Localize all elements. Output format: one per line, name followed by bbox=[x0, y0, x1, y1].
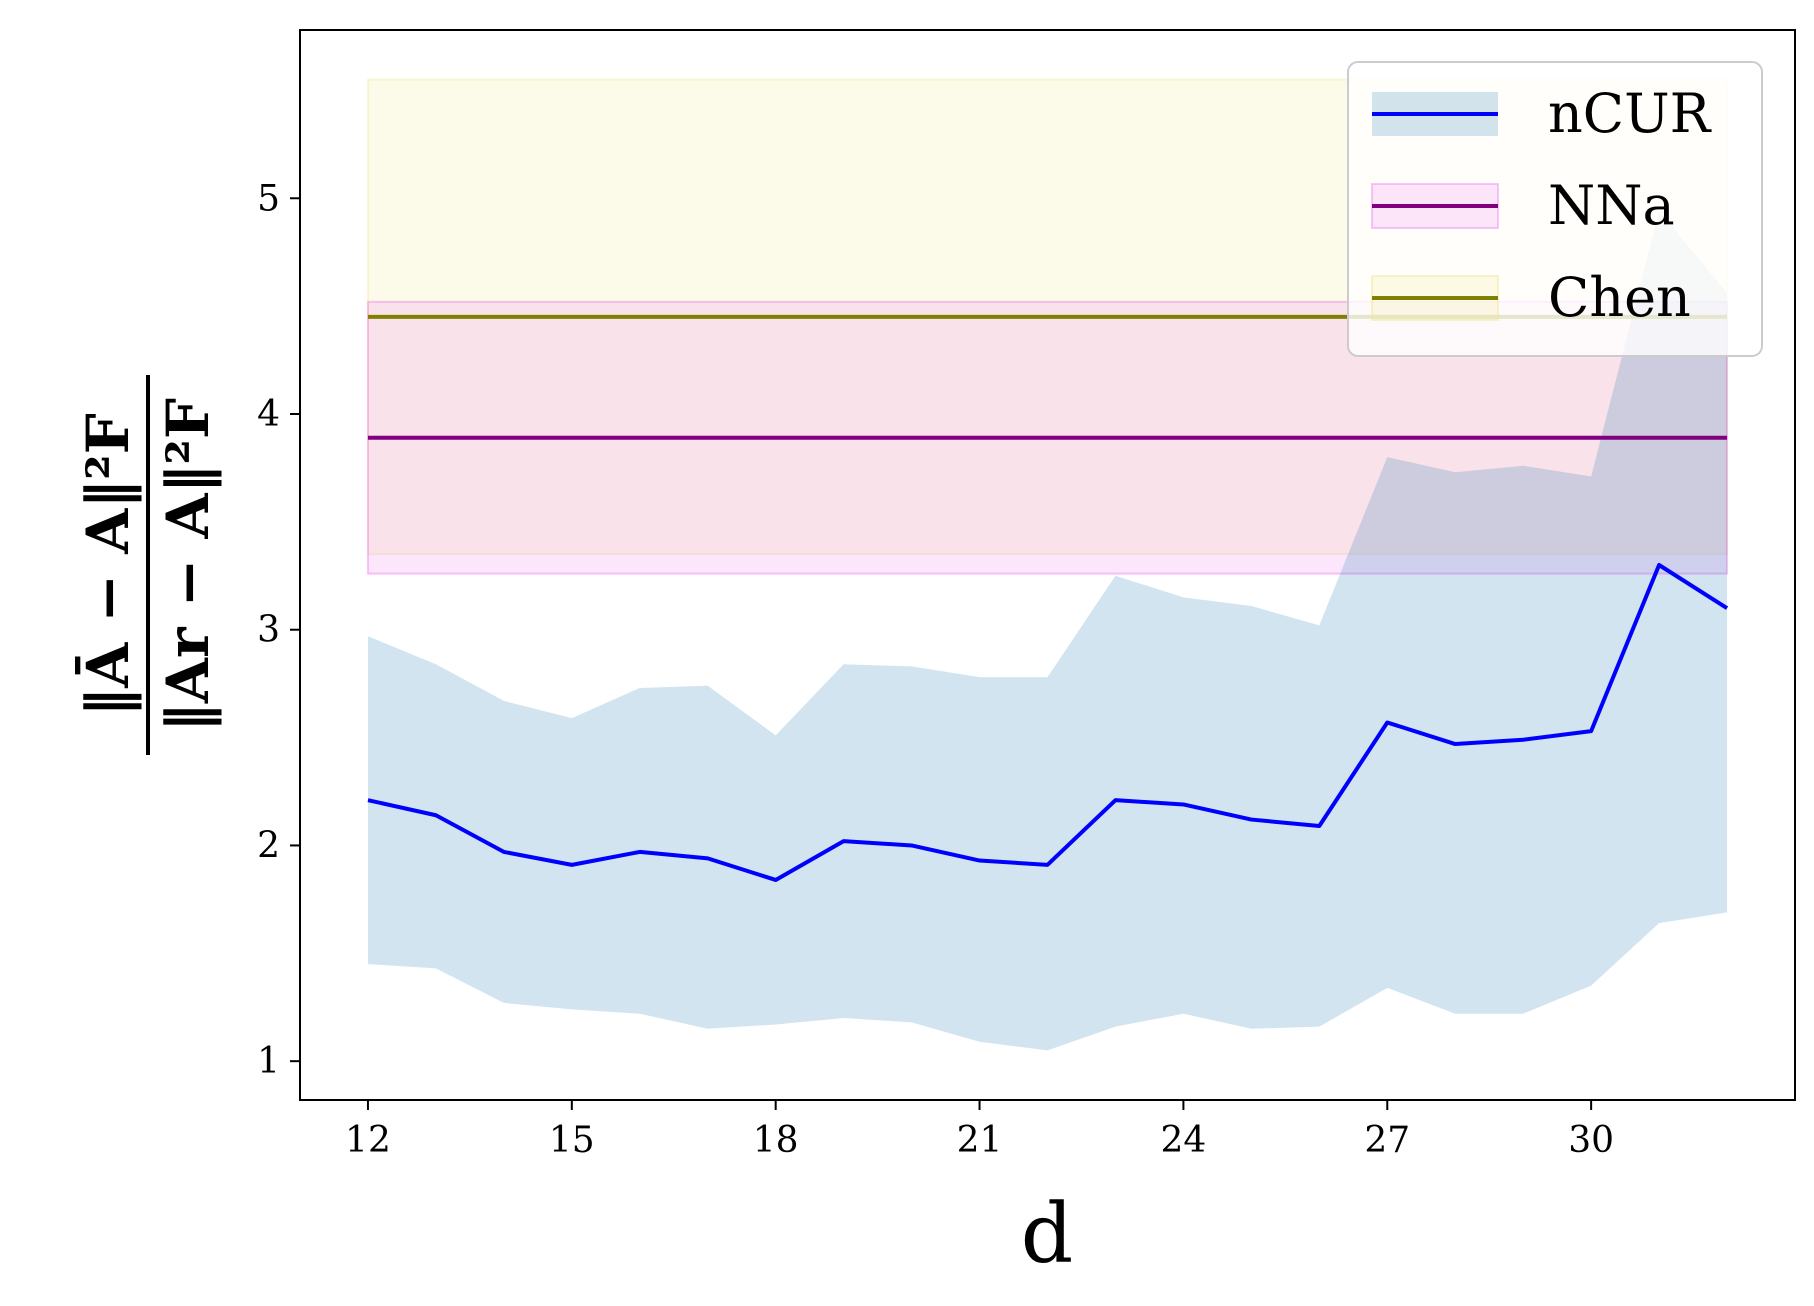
x-tick-label: 15 bbox=[549, 1120, 595, 1161]
x-tick-label: 27 bbox=[1364, 1120, 1410, 1161]
legend-entry-ncur: nCUR bbox=[1372, 82, 1712, 145]
legend-label-chen: Chen bbox=[1548, 266, 1691, 329]
y-tick-label: 5 bbox=[257, 178, 280, 219]
legend-label-nna: NNa bbox=[1548, 174, 1675, 237]
ncur-line bbox=[367, 563, 1729, 882]
y-axis-label-denominator: ‖Ar − A‖²F bbox=[154, 398, 222, 732]
ncur-band bbox=[367, 211, 1728, 1051]
x-tick-label: 24 bbox=[1161, 1120, 1207, 1161]
x-tick-label: 21 bbox=[957, 1120, 1003, 1161]
y-tick-label: 2 bbox=[257, 825, 280, 866]
x-tick-label: 18 bbox=[753, 1120, 799, 1161]
legend-label-ncur: nCUR bbox=[1548, 82, 1712, 145]
x-tick-label: 12 bbox=[345, 1120, 391, 1161]
legend-entry-chen: Chen bbox=[1371, 266, 1691, 329]
y-tick-label: 4 bbox=[257, 394, 280, 435]
y-tick-label: 3 bbox=[257, 610, 280, 651]
legend-entry-nna: NNa bbox=[1371, 174, 1675, 237]
legend-box bbox=[1347, 61, 1763, 357]
x-tick-label: 30 bbox=[1568, 1120, 1614, 1161]
y-tick-label: 1 bbox=[257, 1041, 280, 1082]
y-axis-label: ‖Ā − A‖²F ‖Ar − A‖²F bbox=[74, 375, 222, 755]
legend: nCUR NNa Chen bbox=[1347, 61, 1763, 357]
y-axis-label-numerator: ‖Ā − A‖²F bbox=[74, 413, 142, 717]
x-axis-label: d bbox=[1021, 1187, 1074, 1282]
axes-frame bbox=[299, 29, 1796, 1101]
